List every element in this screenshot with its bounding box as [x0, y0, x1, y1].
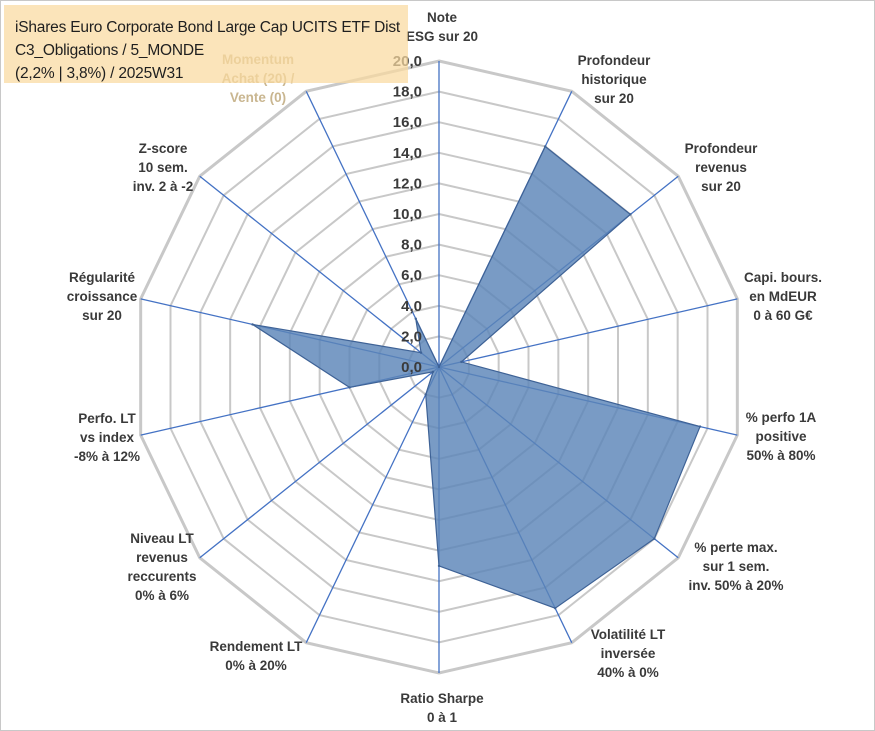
axis-label-line: 40% à 0%: [597, 665, 659, 680]
chart-subtitle-period: (2,2% | 3,8%) / 2025W31: [15, 65, 184, 82]
data-point: [629, 213, 632, 216]
data-point: [437, 365, 441, 369]
axis-label-line: Régularité: [69, 270, 136, 285]
axis-label: Niveau LT revenus reccurents 0% à 6%: [127, 531, 196, 603]
data-point: [419, 351, 423, 354]
axis-label: Régularité croissance sur 20: [67, 270, 138, 323]
axis-label-line: 0% à 20%: [225, 658, 287, 673]
data-point: [437, 564, 441, 568]
axis-label-line: croissance: [67, 289, 138, 304]
axis-spoke: [438, 298, 738, 368]
axis-label-line: revenus: [695, 160, 747, 175]
axis-label-line: sur 20: [594, 91, 634, 106]
axis-label-line: historique: [581, 72, 647, 87]
axis-label-line: inv. 2 à -2: [133, 179, 194, 194]
axis-label: Profondeur historique sur 20: [578, 53, 651, 106]
tick-label: 0,0: [401, 359, 422, 376]
axis-label-line: inv. 50% à 20%: [688, 578, 783, 593]
data-point: [251, 323, 254, 326]
data-point: [553, 607, 557, 610]
axis-label-line: reccurents: [127, 569, 196, 584]
axis-label-line: Vente (0): [230, 90, 286, 105]
data-point: [698, 425, 702, 428]
axis-label-line: Perfo. LT: [78, 411, 136, 426]
axis-label: Perfo. LT vs index -8% à 12%: [74, 411, 140, 464]
axis-label-line: sur 20: [701, 179, 741, 194]
axis-label-line: revenus: [136, 550, 188, 565]
axis-label-line: vs index: [80, 430, 135, 445]
axis-spoke: [305, 366, 440, 643]
axis-label: Z-score 10 sem. inv. 2 à -2: [133, 141, 194, 194]
axis-label-line: en MdEUR: [749, 289, 817, 304]
axis-label-line: 0 à 1: [427, 710, 458, 725]
tick-label: 2,0: [401, 328, 422, 345]
tick-label: 6,0: [401, 267, 422, 284]
axis-label-line: % perfo 1A: [746, 410, 817, 425]
axis-label-line: Volatilité LT: [591, 627, 666, 642]
radial-tick-labels: 0,02,04,06,08,010,012,014,016,018,020,0: [393, 53, 422, 376]
tick-label: 4,0: [401, 298, 422, 315]
axis-label-line: 0 à 60 G€: [753, 308, 813, 323]
data-point: [460, 360, 463, 364]
title-box: iShares Euro Corporate Bond Large Cap UC…: [4, 5, 408, 83]
axis-label-line: sur 20: [82, 308, 122, 323]
axis-label: Profondeur revenus sur 20: [685, 141, 758, 194]
axis-label: % perfo 1A positive 50% à 80%: [746, 410, 817, 463]
data-point: [348, 386, 351, 389]
axis-label: Volatilité LT inversée 40% à 0%: [591, 627, 666, 680]
chart-title: iShares Euro Corporate Bond Large Cap UC…: [15, 19, 401, 36]
data-point: [653, 537, 656, 540]
axis-label-line: 10 sem.: [138, 160, 188, 175]
axis-label-line: Profondeur: [578, 53, 651, 68]
tick-label: 8,0: [401, 237, 422, 254]
data-point: [424, 393, 427, 396]
axis-spoke: [199, 366, 440, 559]
axis-label-line: Ratio Sharpe: [400, 691, 484, 706]
axis-label-line: % perte max.: [694, 540, 777, 555]
tick-label: 14,0: [393, 145, 422, 162]
axis-label: Capi. bours. en MdEUR 0 à 60 G€: [744, 270, 822, 323]
axis-label-line: Niveau LT: [130, 531, 194, 546]
axis-label-line: positive: [755, 429, 807, 444]
axis-label-line: inversée: [601, 646, 656, 661]
tick-label: 18,0: [393, 84, 422, 101]
axis-label: Ratio Sharpe 0 à 1: [400, 691, 484, 725]
tick-label: 16,0: [393, 114, 422, 131]
axis-label-line: Capi. bours.: [744, 270, 822, 285]
axis-label-line: -8% à 12%: [74, 449, 140, 464]
axis-label-line: Note: [427, 10, 457, 25]
axis-label-line: sur 1 sem.: [703, 559, 770, 574]
tick-label: 10,0: [393, 206, 422, 223]
chart-subtitle-category: C3_Obligations / 5_MONDE: [15, 42, 205, 59]
axis-spoke: [199, 175, 440, 368]
axis-label-line: Z-score: [139, 141, 188, 156]
axis-label-line: ESG sur 20: [406, 29, 478, 44]
axis-label-line: 50% à 80%: [746, 448, 815, 463]
axis-label-line: 0% à 6%: [135, 588, 189, 603]
axis-label: % perte max. sur 1 sem. inv. 50% à 20%: [688, 540, 783, 593]
data-point: [544, 145, 547, 148]
axis-label-line: Profondeur: [685, 141, 758, 156]
axis-label-line: Rendement LT: [210, 639, 304, 654]
data-point: [431, 370, 435, 373]
radar-series: [251, 145, 702, 610]
tick-label: 12,0: [393, 175, 422, 192]
axis-label: Rendement LT 0% à 20%: [210, 639, 304, 673]
data-point: [414, 317, 417, 320]
axis-label: Note ESG sur 20: [406, 10, 478, 44]
